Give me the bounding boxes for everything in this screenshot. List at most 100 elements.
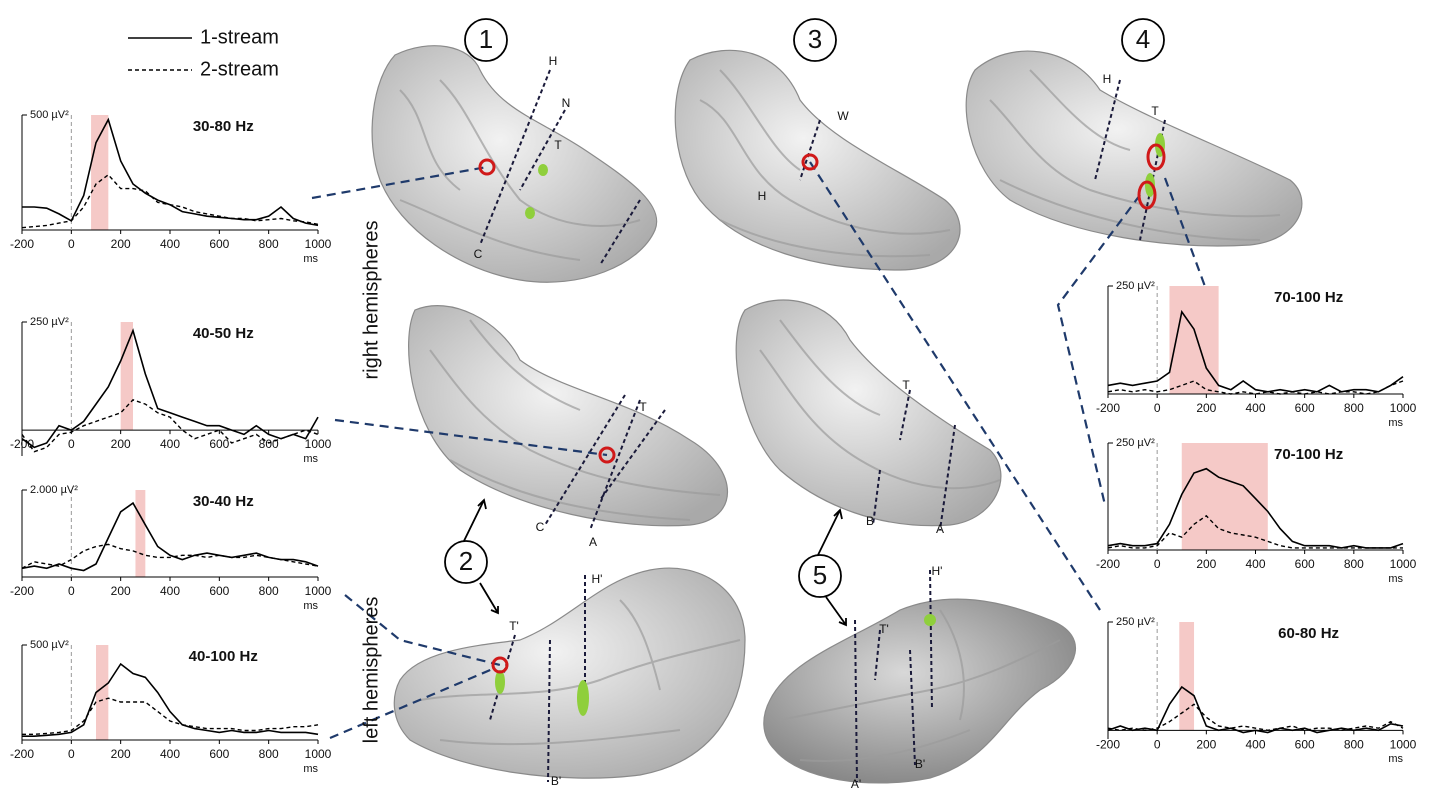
series-line: [21, 328, 319, 449]
brain-1: [371, 45, 658, 283]
x-tick-label: 0: [68, 437, 75, 451]
contact: [538, 164, 548, 176]
chart-title: 60-80 Hz: [1278, 625, 1339, 642]
probe-label: N: [562, 96, 571, 110]
probe-label: C: [474, 247, 483, 261]
brain-fold: [779, 609, 1061, 762]
site: [491, 656, 509, 674]
probe-label: B': [551, 774, 561, 788]
chart-title: 70-100 Hz: [1274, 446, 1343, 463]
probe-label: H: [1103, 72, 1112, 86]
panel-circle: [464, 18, 508, 62]
x-tick-label: 600: [209, 237, 229, 251]
y-tick-label: 500 µV²: [30, 109, 69, 121]
probe-label: C: [536, 520, 545, 534]
x-tick-label: 1000: [305, 437, 332, 451]
line-chart: -200 0 200 400 600 800 1000 ms 500 µV² 40-100 Hz: [10, 639, 332, 775]
connector: [311, 161, 1212, 740]
probe-label: H: [549, 54, 558, 68]
x-tick-label: 200: [1196, 738, 1216, 752]
brain-fold: [989, 69, 1281, 241]
x-tick-label: 600: [1295, 401, 1315, 415]
panel-number: 1: [479, 24, 493, 54]
probe-label: T': [509, 619, 519, 633]
chart-title: 40-100 Hz: [189, 648, 258, 665]
x-axis-label: ms: [1388, 573, 1403, 585]
site: [1137, 180, 1157, 210]
probe-label: B': [915, 757, 925, 771]
chart-title: 30-40 Hz: [193, 493, 254, 510]
y-tick-label: 2.000 µV²: [30, 484, 78, 496]
x-tick-label: -200: [10, 237, 34, 251]
brain-bottom-left: [393, 567, 746, 779]
brain-fold: [699, 69, 951, 258]
series-line: [1107, 514, 1403, 549]
series-line: [21, 173, 319, 229]
probe-label: T: [902, 378, 910, 392]
x-tick-label: 800: [259, 747, 279, 761]
series-line: [1107, 685, 1404, 734]
side-label: left hemispheres: [360, 597, 382, 744]
panel-number: 4: [1136, 24, 1150, 54]
series-line: [1107, 467, 1404, 549]
highlight-window: [1179, 622, 1195, 731]
x-tick-label: 0: [68, 584, 75, 598]
series-line: [21, 501, 319, 572]
x-tick-label: 0: [68, 747, 75, 761]
line-chart: -200 0 200 400 600 800 1000 ms 250 µV² 40-50 Hz: [10, 316, 332, 465]
x-tick-label: 200: [111, 237, 131, 251]
x-tick-label: 400: [160, 437, 180, 451]
x-tick-label: 600: [1295, 557, 1315, 571]
series-line: [1107, 380, 1404, 395]
x-tick-label: 800: [259, 437, 279, 451]
x-tick-label: 0: [1154, 738, 1161, 752]
x-tick-label: 600: [209, 747, 229, 761]
panel-circle: [793, 18, 837, 62]
x-axis-label: ms: [303, 253, 318, 265]
x-tick-label: 400: [160, 584, 180, 598]
panel-number: 5: [813, 560, 827, 590]
x-tick-label: 200: [1196, 401, 1216, 415]
brain-fold: [419, 599, 741, 746]
contact: [525, 207, 535, 219]
x-tick-label: 1000: [1390, 401, 1417, 415]
panel-circle: [1121, 18, 1165, 62]
brain-fold: [429, 319, 721, 521]
side-label: right hemispheres: [360, 221, 382, 380]
chart-title: 70-100 Hz: [1274, 289, 1343, 306]
x-tick-label: 200: [1196, 557, 1216, 571]
legend-label: 1-stream: [200, 26, 279, 48]
panel-number: 3: [808, 24, 822, 54]
x-tick-label: 600: [1295, 738, 1315, 752]
brain-mid-left: [408, 305, 728, 527]
arrows: [461, 498, 847, 627]
panel-circle: [798, 554, 842, 598]
brain-mid-right: [735, 299, 1002, 527]
x-tick-label: 1000: [305, 747, 332, 761]
x-axis-label: ms: [1388, 753, 1403, 765]
chart-title: 40-50 Hz: [193, 325, 254, 342]
probe-label: T: [639, 400, 647, 414]
x-axis-label: ms: [303, 453, 318, 465]
series-line: [22, 697, 319, 735]
x-axis-label: ms: [303, 600, 318, 612]
x-tick-label: -200: [1096, 401, 1120, 415]
site: [598, 446, 616, 464]
line-chart: -200 0 200 400 600 800 1000 ms 500 µV² 30-80 Hz: [10, 109, 332, 265]
x-tick-label: -200: [10, 437, 34, 451]
site: [478, 158, 496, 176]
highlight-window: [135, 490, 146, 577]
highlight-window: [96, 645, 109, 740]
x-tick-label: 1000: [1390, 557, 1417, 571]
series-line: [21, 398, 319, 453]
x-tick-label: 200: [111, 584, 131, 598]
y-tick-label: 250 µV²: [1116, 437, 1155, 449]
y-tick-label: 250 µV²: [30, 316, 69, 328]
contact: [577, 680, 589, 716]
probe-label: H: [758, 189, 767, 203]
x-tick-label: 800: [1344, 401, 1364, 415]
connectors: [311, 161, 1212, 740]
contact: [495, 670, 505, 694]
